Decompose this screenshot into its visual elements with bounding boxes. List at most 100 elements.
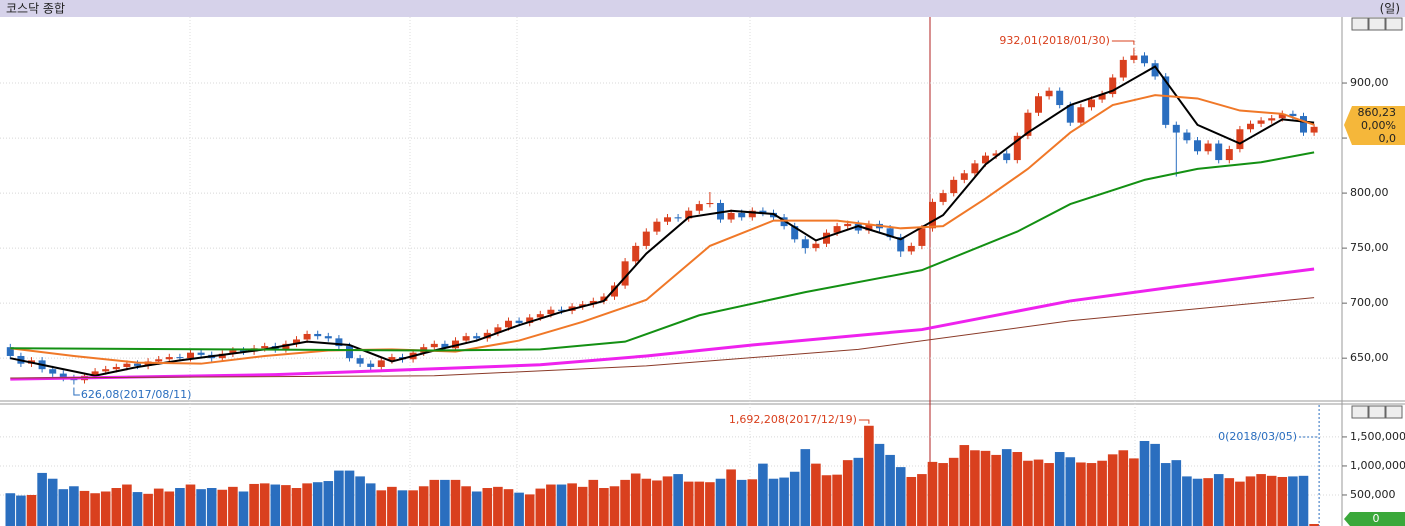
candle-body: [1257, 120, 1265, 124]
candle-body: [367, 363, 375, 367]
candle-body: [558, 309, 565, 311]
volume-bar: [291, 488, 302, 526]
candle-body: [600, 296, 608, 301]
candle-body: [452, 340, 459, 349]
candle-body: [611, 285, 618, 297]
volume-bar: [874, 443, 885, 526]
volume-bar: [461, 486, 471, 526]
moving-average: [10, 297, 1315, 379]
annotation: 626,08(2017/08/11): [81, 388, 191, 401]
volume-bar: [514, 492, 524, 526]
candle-body: [854, 223, 862, 231]
volume-bar: [567, 483, 577, 526]
candle-body: [187, 352, 194, 359]
candle-body: [218, 353, 226, 359]
moving-average: [10, 94, 1315, 365]
candle-body: [897, 237, 905, 252]
volume-bar: [334, 470, 344, 526]
candle-body: [197, 352, 205, 355]
volume-bar: [1076, 462, 1086, 526]
volume-bar: [577, 486, 588, 526]
candle-body: [1066, 105, 1074, 123]
candle-body: [907, 245, 915, 252]
candle-body: [674, 217, 682, 219]
volume-bar: [196, 489, 206, 526]
volume-bar: [705, 482, 715, 526]
y-tick-label: 1,000,000: [1350, 459, 1405, 472]
volume-bar: [79, 490, 90, 526]
volume-bar: [1245, 476, 1256, 526]
volume-bar: [652, 480, 662, 526]
candle-body: [483, 332, 491, 339]
volume-bar: [175, 488, 185, 526]
candle-body: [536, 314, 544, 318]
candle-body: [695, 204, 703, 211]
volume-bar: [281, 485, 291, 526]
volume-bar: [1288, 476, 1298, 526]
period[interactable]: (일): [1380, 2, 1400, 16]
candle-body: [229, 350, 237, 354]
candle-body: [335, 338, 343, 347]
volume-bar: [90, 493, 100, 526]
volume-bar: [132, 492, 143, 526]
volume-bar: [1277, 476, 1288, 526]
candle-body: [261, 346, 269, 349]
title-bar: [0, 0, 1405, 17]
panel-buttons[interactable]: [1351, 17, 1403, 419]
volume-bar: [471, 491, 482, 526]
moving-average: [10, 267, 1315, 381]
candle-body: [515, 320, 523, 323]
volume-bar: [387, 486, 397, 526]
volume-bar: [599, 488, 609, 526]
candle-body: [1204, 143, 1212, 152]
volume-bar: [917, 474, 927, 526]
candle-body: [1024, 112, 1032, 136]
candle-body: [642, 231, 650, 246]
volume-bar: [185, 484, 196, 526]
volume-bar: [111, 488, 122, 526]
candle-body: [1289, 113, 1297, 117]
volume-bar: [312, 482, 323, 526]
volume-bar: [228, 486, 238, 526]
volume-bar: [1107, 454, 1118, 526]
candle-body: [1247, 123, 1254, 130]
volume-bar: [885, 454, 895, 526]
candle-body: [240, 350, 247, 352]
volume-bar: [1086, 463, 1097, 526]
candle-body: [1172, 124, 1180, 133]
candle-body: [844, 223, 852, 227]
volume-bar: [588, 479, 599, 526]
candle-body: [165, 357, 173, 360]
y-tick-label: 800,00: [1350, 186, 1389, 199]
moving-average: [10, 151, 1315, 352]
moving-average: [10, 65, 1315, 377]
volume-bar: [270, 484, 281, 526]
candle-body: [134, 363, 141, 366]
candle-body: [929, 201, 936, 229]
candle-body: [738, 212, 746, 218]
volume-bar: [970, 450, 980, 526]
candle-body: [1109, 77, 1117, 95]
candle-body: [346, 346, 353, 359]
candle-body: [759, 210, 767, 213]
volume-bar: [789, 471, 800, 526]
volume-bar: [302, 483, 312, 526]
candle-body: [1045, 90, 1053, 97]
volume-bar: [535, 488, 546, 526]
volume-bar: [620, 479, 630, 526]
annotation: 932,01(2018/01/30): [999, 34, 1109, 47]
volume-bar: [556, 484, 567, 526]
volume-bar: [800, 449, 811, 526]
volume-bar: [1001, 449, 1012, 526]
candle-body: [1098, 94, 1106, 100]
annotation-arrow: [858, 419, 870, 424]
candle-body: [939, 193, 947, 202]
annotation: 1,692,208(2017/12/19): [729, 413, 857, 426]
volume-bar: [1213, 474, 1224, 526]
candle-body: [441, 343, 449, 349]
candle-body: [59, 373, 67, 378]
candle-body: [526, 317, 534, 323]
volume-bar: [1171, 460, 1182, 526]
candle-body: [1003, 153, 1011, 161]
